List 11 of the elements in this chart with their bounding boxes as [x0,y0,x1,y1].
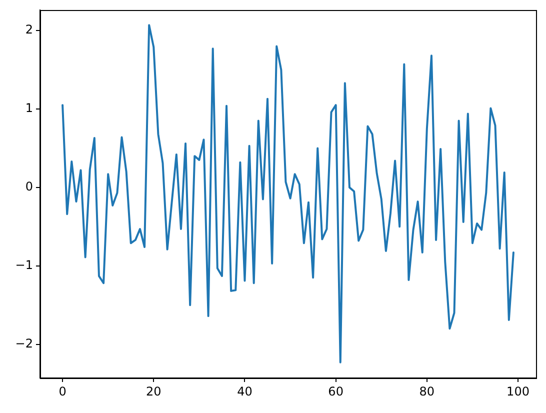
y-tick-label: −2 [15,336,33,350]
x-tick-label: 0 [58,384,66,398]
y-tick-label: 0 [25,180,33,194]
y-tick-label: 2 [25,22,33,37]
x-tick-label: 60 [328,384,344,398]
x-tick-label: 80 [419,384,435,398]
x-tick-label: 40 [237,384,252,398]
x-tick-label: 20 [146,384,162,398]
x-tick-label: 100 [506,384,530,398]
y-tick-label: −1 [15,258,33,272]
y-tick-label: 1 [25,101,33,116]
